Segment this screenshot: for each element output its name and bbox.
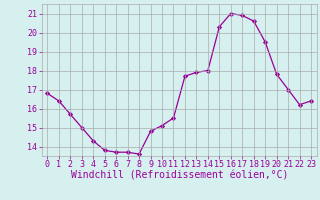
X-axis label: Windchill (Refroidissement éolien,°C): Windchill (Refroidissement éolien,°C) [70, 171, 288, 181]
